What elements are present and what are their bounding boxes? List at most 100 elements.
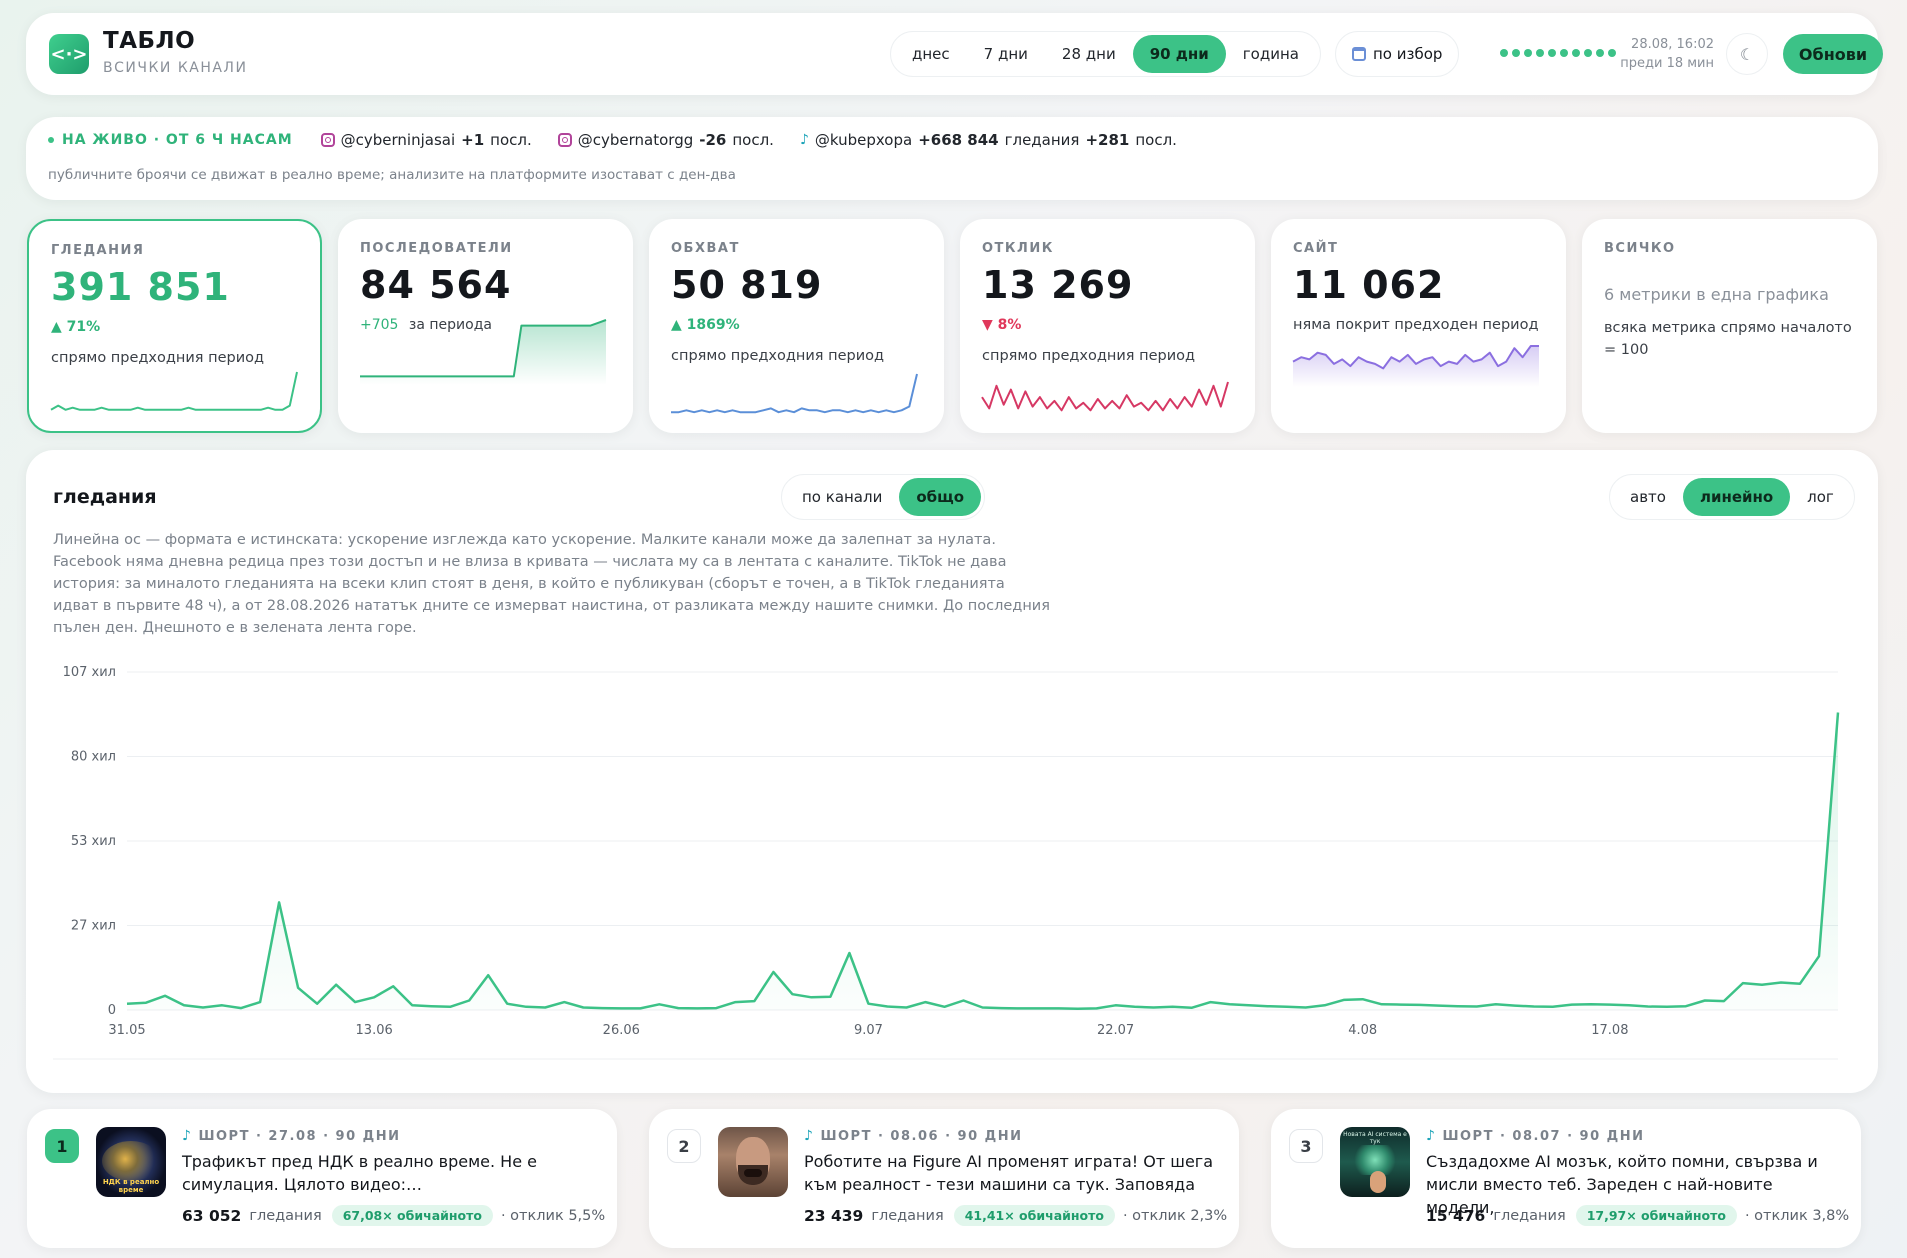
kpi-card-views[interactable]: ГЛЕДАНИЯ 391 851 ▲ 71% спрямо предходния… bbox=[27, 219, 322, 433]
sparkline-line bbox=[360, 319, 607, 378]
series-area bbox=[127, 712, 1838, 1010]
kpi-card-followers[interactable]: ПОСЛЕДОВАТЕЛИ 84 564 +705 за периода bbox=[338, 219, 633, 433]
theme-toggle-button[interactable]: ☾ bbox=[1726, 33, 1768, 75]
refresh-button[interactable]: Обнови bbox=[1783, 34, 1883, 74]
kpi-note: спрямо предходния период bbox=[982, 348, 1196, 364]
range-year-button[interactable]: година bbox=[1242, 45, 1299, 63]
mode-by-channel-button[interactable]: по канали bbox=[802, 488, 883, 506]
kpi-value: 84 564 bbox=[360, 263, 512, 307]
last-updated-time: 28.08, 16:02 bbox=[1631, 37, 1714, 52]
post-stats: 63 052 гледания 67,08× обичайното · откл… bbox=[182, 1205, 606, 1226]
post-title: Трафикът пред НДК в реално време. Не е с… bbox=[182, 1152, 537, 1194]
top-bar: <·> ТАБЛО ВСИЧКИ КАНАЛИ днес 7 дни 28 дн… bbox=[26, 13, 1883, 95]
kpi-label: ПОСЛЕДОВАТЕЛИ bbox=[360, 241, 513, 256]
sparkline-line bbox=[50, 371, 298, 411]
top-post-card[interactable]: 1 НДК в реално време ♪ ШОРТ · 27.08 · 90… bbox=[27, 1109, 617, 1248]
kpi-card-reach[interactable]: ОБХВАТ 50 819 ▲ 1869% спрямо предходния … bbox=[649, 219, 944, 433]
kpi-delta: ▼ 8% bbox=[982, 317, 1022, 333]
scale-auto-button[interactable]: авто bbox=[1630, 488, 1666, 506]
kpi-sparkline bbox=[671, 373, 918, 414]
kpi-label: ВСИЧКО bbox=[1604, 241, 1676, 256]
kpi-sparkline bbox=[1292, 345, 1539, 387]
range-today-button[interactable]: днес bbox=[912, 45, 950, 63]
post-rank: 3 bbox=[1289, 1129, 1323, 1163]
post-rank: 2 bbox=[667, 1129, 701, 1163]
kpi-note: спрямо предходния период bbox=[671, 348, 885, 364]
post-meta: ♪ ШОРТ · 08.06 · 90 ДНИ bbox=[804, 1128, 1023, 1144]
post-thumbnail[interactable]: Новата AI система е тук bbox=[1340, 1127, 1410, 1197]
kpi-delta: ▲ 71% bbox=[51, 319, 101, 335]
y-tick-label: 0 bbox=[108, 1003, 116, 1018]
range-90d-button[interactable]: 90 дни bbox=[1132, 35, 1226, 73]
app-title: ТАБЛО bbox=[103, 28, 196, 54]
views-chart-card: 0 27 хил 53 хил 80 хил 107 хил 31.05 13.06 26.0… bbox=[26, 450, 1878, 1093]
post-title: Роботите на Figure AI променят играта! О… bbox=[804, 1152, 1213, 1194]
instagram-icon bbox=[557, 133, 572, 147]
y-tick-label: 107 хил bbox=[63, 665, 116, 680]
kpi-sparkline bbox=[50, 371, 298, 411]
live-item[interactable]: ♪ @kubepxopa +668 844 гледания +281 посл… bbox=[799, 131, 1177, 149]
kpi-value: 11 062 bbox=[1293, 263, 1445, 307]
top-post-card[interactable]: 2 ♪ ШОРТ · 08.06 · 90 ДНИ Роботите на Fi… bbox=[649, 1109, 1239, 1248]
chart-title: гледания bbox=[53, 486, 157, 508]
post-meta: ♪ ШОРТ · 27.08 · 90 ДНИ bbox=[182, 1128, 401, 1144]
sync-status-dots bbox=[1500, 49, 1616, 57]
scale-linear-button[interactable]: линейно bbox=[1682, 478, 1791, 516]
moon-icon: ☾ bbox=[1739, 44, 1755, 64]
scale-log-button[interactable]: лог bbox=[1807, 488, 1834, 506]
date-range-selector: днес 7 дни 28 дни 90 дни година bbox=[890, 31, 1321, 77]
kpi-value: 13 269 bbox=[982, 263, 1134, 307]
tiktok-icon: ♪ bbox=[182, 1128, 193, 1144]
app-subtitle: ВСИЧКИ КАНАЛИ bbox=[103, 60, 248, 76]
instagram-icon bbox=[320, 133, 335, 147]
mode-total-button[interactable]: общо bbox=[899, 478, 982, 516]
y-tick-label: 27 хил bbox=[71, 919, 116, 934]
kpi-sparkline bbox=[360, 319, 607, 385]
tiktok-icon: ♪ bbox=[799, 132, 809, 148]
live-item[interactable]: @cybernatorgg -26 посл. bbox=[557, 131, 774, 149]
x-tick-label: 17.08 bbox=[1591, 1023, 1628, 1038]
x-tick-label: 4.08 bbox=[1348, 1023, 1377, 1038]
kpi-note: 6 метрики в една графика bbox=[1604, 285, 1829, 304]
views-chart: 0 27 хил 53 хил 80 хил 107 хил 31.05 13.06 26.0… bbox=[53, 665, 1840, 1060]
kpi-label: САЙТ bbox=[1293, 241, 1339, 256]
custom-range-button[interactable]: по избор bbox=[1335, 31, 1460, 77]
kpi-card-all[interactable]: ВСИЧКО 6 метрики в една графика всяка ме… bbox=[1582, 219, 1877, 433]
post-multiplier-badge: 41,41× обичайното bbox=[953, 1205, 1115, 1226]
sparkline-line bbox=[1292, 345, 1539, 370]
chart-mode-selector: по канали общо bbox=[781, 474, 986, 520]
x-tick-label: 26.06 bbox=[603, 1023, 640, 1038]
kpi-value: 50 819 bbox=[671, 263, 823, 307]
range-28d-button[interactable]: 28 дни bbox=[1061, 45, 1116, 63]
x-tick-label: 31.05 bbox=[108, 1023, 145, 1038]
top-post-card[interactable]: 3 Новата AI система е тук ♪ ШОРТ · 08.07… bbox=[1271, 1109, 1861, 1248]
kpi-note-secondary: всяка метрика спрямо началото = 100 bbox=[1604, 320, 1852, 358]
kpi-card-site[interactable]: САЙТ 11 062 няма покрит предходен период bbox=[1271, 219, 1566, 433]
tiktok-icon: ♪ bbox=[804, 1128, 815, 1144]
kpi-delta: ▲ 1869% bbox=[671, 317, 740, 333]
post-thumbnail[interactable] bbox=[718, 1127, 788, 1197]
post-rank: 1 bbox=[45, 1129, 79, 1163]
kpi-note: няма покрит предходен период bbox=[1293, 317, 1539, 333]
post-stats: 23 439 гледания 41,41× обичайното · откл… bbox=[804, 1205, 1228, 1226]
post-thumbnail[interactable]: НДК в реално време bbox=[96, 1127, 166, 1197]
kpi-note: спрямо предходния период bbox=[51, 350, 265, 366]
kpi-delta: +705 за периода bbox=[360, 317, 492, 333]
range-7d-button[interactable]: 7 дни bbox=[983, 45, 1028, 63]
last-updated-ago: преди 18 мин bbox=[1620, 56, 1714, 71]
kpi-label: ГЛЕДАНИЯ bbox=[51, 243, 145, 258]
kpi-card-engagement[interactable]: ОТКЛИК 13 269 ▼ 8% спрямо предходния пер… bbox=[960, 219, 1255, 433]
post-meta: ♪ ШОРТ · 08.07 · 90 ДНИ bbox=[1426, 1128, 1645, 1144]
x-tick-label: 9.07 bbox=[854, 1023, 883, 1038]
kpi-label: ОТКЛИК bbox=[982, 241, 1054, 256]
chart-scale-selector: авто линейно лог bbox=[1609, 474, 1855, 520]
chart-description: Линейна ос — формата е истинската: ускор… bbox=[53, 532, 1050, 636]
app-logo-icon: <·> bbox=[49, 34, 89, 74]
live-tag: НА ЖИВО · ОТ 6 Ч НАСАМ bbox=[48, 132, 293, 148]
x-tick-label: 13.06 bbox=[356, 1023, 393, 1038]
live-note: публичните броячи се движат в реално вре… bbox=[48, 167, 736, 183]
post-title: Създадохме AI мозък, който помни, свързв… bbox=[1426, 1152, 1818, 1217]
sparkline-line bbox=[671, 373, 918, 414]
live-item[interactable]: @cyberninjasai +1 посл. bbox=[320, 131, 532, 149]
post-stats: 15 476 гледания 17,97× обичайното · откл… bbox=[1426, 1205, 1850, 1226]
